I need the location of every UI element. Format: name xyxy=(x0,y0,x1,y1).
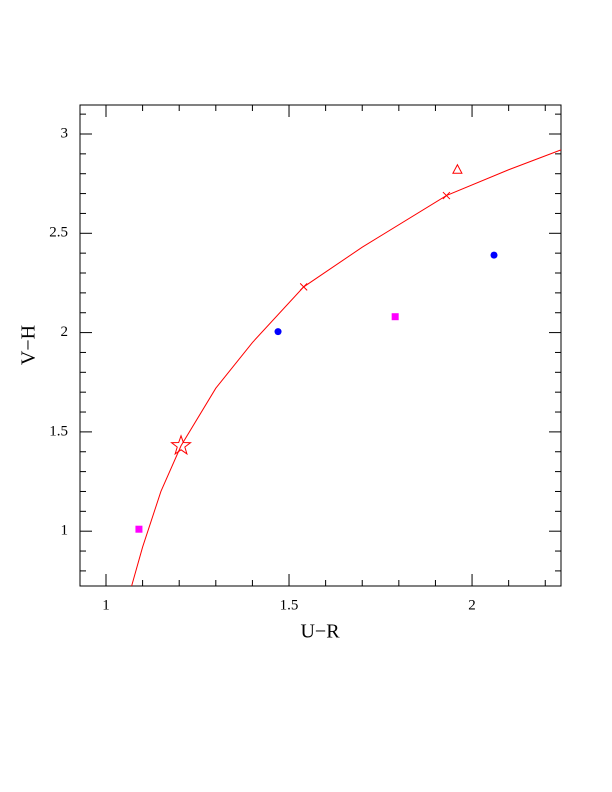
point xyxy=(391,313,399,321)
x-tick-label: 1 xyxy=(102,597,110,613)
fit-curve xyxy=(131,149,562,587)
y-tick-label: 3 xyxy=(61,125,69,141)
y-axis-label: V−H xyxy=(18,325,40,365)
point xyxy=(299,283,308,291)
point xyxy=(452,163,463,174)
point xyxy=(170,434,192,456)
point xyxy=(442,191,451,200)
point xyxy=(135,525,143,533)
y-tick-label: 2 xyxy=(61,324,69,340)
x-tick-label: 1.5 xyxy=(280,597,299,613)
point xyxy=(490,251,498,259)
y-tick-label: 1.5 xyxy=(49,423,68,439)
y-tick-label: 1 xyxy=(61,523,69,539)
x-tick-label: 2 xyxy=(468,597,476,613)
plot-frame xyxy=(79,104,562,587)
y-tick-label: 2.5 xyxy=(49,225,68,241)
point xyxy=(274,328,282,336)
x-axis-label: U−R xyxy=(300,621,340,643)
